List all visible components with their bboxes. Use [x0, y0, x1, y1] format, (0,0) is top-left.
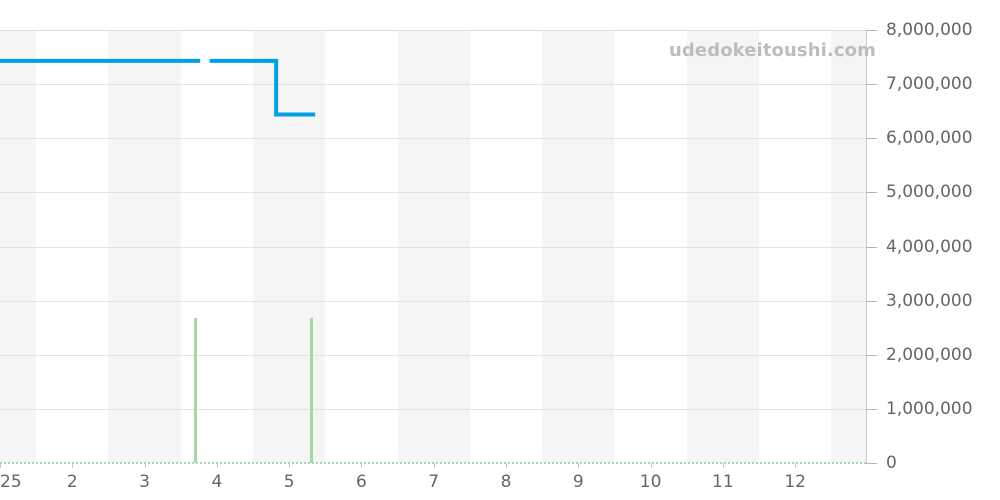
watermark-text: udedokeitoushi.com: [669, 40, 876, 61]
background-band: [397, 30, 470, 463]
y-axis-line: [866, 30, 867, 463]
x-tick-mark: [145, 463, 146, 468]
y-tick-label: 0: [886, 453, 897, 473]
x-tick-mark: [434, 463, 435, 468]
y-tick-label: 6,000,000: [886, 128, 973, 149]
background-band: [108, 30, 181, 463]
y-tick-mark: [866, 192, 877, 193]
y-tick-mark: [866, 301, 877, 302]
gridline: [0, 30, 866, 31]
x-tick-label: 2025: [0, 472, 22, 492]
price-line-segment: [209, 58, 316, 117]
gridline: [0, 138, 866, 139]
x-tick-label: 7: [428, 472, 440, 492]
gridline: [0, 409, 866, 410]
gridline: [0, 84, 866, 85]
x-tick-mark: [578, 463, 579, 468]
y-tick-label: 7,000,000: [886, 74, 973, 95]
x-axis-baseline: [0, 462, 866, 464]
y-tick-mark: [866, 463, 877, 464]
x-tick-label: 12: [784, 472, 806, 492]
background-band: [831, 30, 866, 463]
x-tick-label: 3: [139, 472, 150, 492]
x-tick-mark: [651, 463, 652, 468]
y-tick-mark: [866, 409, 877, 410]
x-tick-mark: [723, 463, 724, 468]
background-band: [0, 30, 37, 463]
x-tick-mark: [217, 463, 218, 468]
x-tick-label: 9: [572, 472, 584, 492]
x-tick-mark: [361, 463, 362, 468]
gridline: [0, 247, 866, 248]
x-tick-mark: [795, 463, 796, 468]
y-tick-label: 4,000,000: [886, 236, 973, 257]
x-tick-mark: [72, 463, 73, 468]
y-tick-mark: [866, 355, 877, 356]
x-tick-mark: [289, 463, 290, 468]
y-tick-mark: [866, 30, 877, 31]
volume-bar: [194, 317, 198, 463]
x-tick-label: 11: [712, 472, 734, 492]
x-tick-label: 5: [283, 472, 295, 492]
y-tick-label: 8,000,000: [886, 20, 973, 40]
y-axis: 8,000,000 7,000,000 6,000,000 5,000,000 4,00…: [866, 0, 1000, 473]
x-tick-mark: [506, 463, 507, 468]
x-tick-label: 8: [500, 472, 512, 492]
x-tick-label: 10: [639, 472, 662, 492]
x-tick-label: 6: [356, 472, 367, 492]
x-axis: 2025 2 3 4 5 6 7 8 9 10 11 12: [0, 463, 1000, 500]
price-line-series: [0, 58, 316, 117]
y-tick-mark: [866, 247, 877, 248]
y-tick-label: 3,000,000: [886, 290, 973, 311]
y-tick-mark: [866, 84, 877, 85]
y-tick-label: 1,000,000: [886, 398, 973, 419]
volume-bar: [309, 317, 313, 463]
y-tick-label: 2,000,000: [886, 344, 973, 365]
background-band: [686, 30, 759, 463]
gridline: [0, 355, 866, 356]
gridline: [0, 192, 866, 193]
x-tick-mark: [0, 463, 1, 468]
y-tick-mark: [866, 138, 877, 139]
background-band: [542, 30, 615, 463]
background-band: [253, 30, 326, 463]
gridline: [0, 301, 866, 302]
plot-area: [0, 30, 867, 464]
x-tick-label: 2: [66, 472, 78, 492]
x-tick-label: 4: [211, 472, 223, 492]
y-tick-label: 5,000,000: [886, 182, 973, 203]
